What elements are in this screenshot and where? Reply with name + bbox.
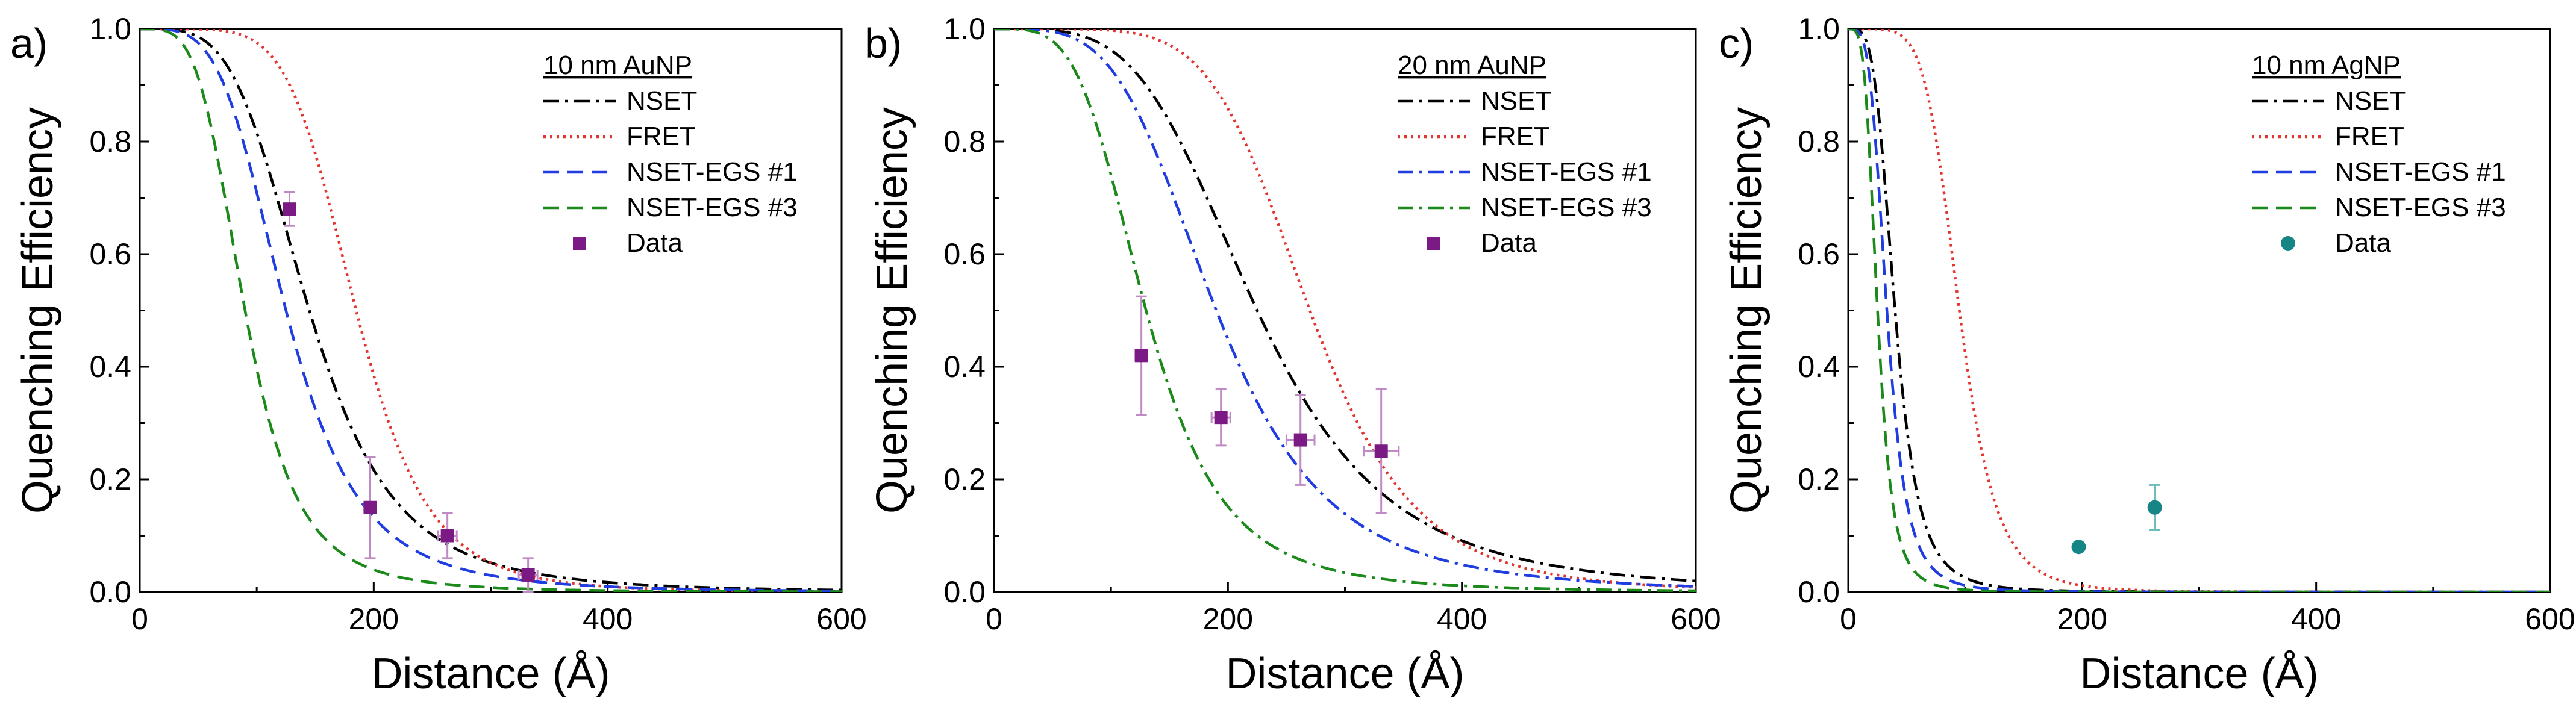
legend-swatch — [2281, 236, 2295, 251]
curves — [994, 29, 1696, 592]
legend-title: 10 nm AuNP — [543, 51, 692, 80]
legend-label: Data — [627, 228, 683, 258]
y-tick-label: 0.2 — [1798, 462, 1840, 496]
x-tick-label: 600 — [2525, 602, 2575, 636]
y-tick-label: 0.0 — [89, 575, 131, 609]
legend-swatch — [573, 237, 586, 250]
curves — [1848, 29, 2550, 592]
x-tick-label: 200 — [2057, 602, 2107, 636]
data-point — [2147, 500, 2162, 515]
data-point — [1214, 411, 1228, 425]
y-axis-title: Quenching Efficiency — [14, 107, 62, 514]
curve-nset-egs-1 — [994, 29, 1696, 588]
x-tick-label: 400 — [1437, 602, 1487, 636]
y-tick-label: 1.0 — [1798, 12, 1840, 46]
data-point — [1374, 444, 1388, 458]
legend-label: NSET — [1481, 86, 1551, 116]
y-tick-label: 0.2 — [943, 462, 986, 496]
x-tick-label: 200 — [349, 602, 399, 636]
legend-label: NSET-EGS #1 — [2335, 157, 2506, 187]
y-tick-label: 0.2 — [89, 462, 131, 496]
curve-nset-egs-1 — [140, 29, 842, 592]
data-point — [1293, 433, 1307, 447]
y-tick-label: 0.6 — [1798, 237, 1840, 271]
data-point — [521, 568, 535, 582]
legend-label: FRET — [627, 122, 696, 151]
legend-label: NSET-EGS #3 — [1481, 193, 1652, 222]
curve-fret — [1848, 29, 2550, 592]
y-tick-label: 0.4 — [1798, 350, 1840, 384]
y-tick-label: 0.0 — [943, 575, 986, 609]
legend-label: Data — [2335, 228, 2391, 258]
chart-panel-3: c) 0 200 400 600 0.0 0.2 0.4 0.6 0.8 1.0 Distance (… — [1719, 12, 2575, 698]
panel-label: b) — [864, 20, 902, 67]
x-tick-label: 400 — [583, 602, 633, 636]
curve-nset — [994, 29, 1696, 583]
y-tick-label: 0.8 — [1798, 125, 1840, 158]
curve-fret — [994, 29, 1696, 589]
data-point — [283, 202, 296, 216]
legend-label: FRET — [1481, 122, 1550, 151]
legend-label: NSET — [2335, 86, 2406, 116]
y-tick-label: 0.6 — [943, 237, 986, 271]
plot-frame — [993, 28, 1697, 593]
plot-frame — [1847, 28, 2551, 593]
chart-panel-1: a) 0 200 400 600 0.0 0.2 0.4 0.6 0.8 1.0 Distance (… — [10, 12, 867, 698]
x-axis-title: Distance (Å) — [2080, 650, 2318, 698]
curve-nset-egs-3 — [994, 29, 1696, 592]
y-tick-label: 0.6 — [89, 237, 131, 271]
y-tick-label: 1.0 — [943, 12, 986, 46]
legend-label: NSET-EGS #1 — [627, 157, 798, 187]
y-tick-label: 1.0 — [89, 12, 131, 46]
curve-nset-egs-3 — [1848, 29, 2550, 592]
y-axis-title: Quenching Efficiency — [1722, 107, 1771, 514]
x-tick-label: 600 — [1671, 602, 1721, 636]
data-point — [440, 529, 454, 543]
data-point — [2071, 540, 2086, 555]
curve-nset-egs-1 — [1848, 29, 2550, 592]
panel-label: a) — [10, 20, 48, 67]
x-axis-title: Distance (Å) — [1225, 650, 1464, 698]
y-tick-label: 0.0 — [1798, 575, 1840, 609]
y-tick-label: 0.8 — [89, 125, 131, 158]
x-tick-label: 0 — [131, 602, 148, 636]
legend-label: FRET — [2335, 122, 2404, 151]
curve-nset-egs-3 — [140, 29, 842, 592]
x-tick-label: 0 — [986, 602, 1002, 636]
x-tick-label: 200 — [1203, 602, 1253, 636]
legend-label: Data — [1481, 228, 1537, 258]
y-tick-label: 0.4 — [943, 350, 986, 384]
chart-panel-2: b) 0 200 400 600 0.0 0.2 0.4 0.6 0.8 1.0 Distance (… — [864, 12, 1721, 698]
x-tick-label: 0 — [1840, 602, 1857, 636]
legend-label: NSET-EGS #3 — [2335, 193, 2506, 222]
data-point — [363, 500, 377, 514]
legend-title: 20 nm AuNP — [1398, 51, 1546, 80]
curve-nset — [1848, 29, 2550, 592]
legend-swatch — [1427, 237, 1440, 250]
legend-label: NSET-EGS #1 — [1481, 157, 1652, 187]
legend-label: NSET-EGS #3 — [627, 193, 798, 222]
y-tick-label: 0.8 — [943, 125, 986, 158]
x-tick-label: 600 — [816, 602, 866, 636]
data-point — [1134, 349, 1148, 363]
legend-title: 10 nm AgNP — [2252, 51, 2401, 80]
y-tick-label: 0.4 — [89, 350, 131, 384]
x-axis-title: Distance (Å) — [371, 650, 610, 698]
panel-label: c) — [1719, 20, 1754, 67]
x-tick-label: 400 — [2291, 602, 2341, 636]
curves — [140, 29, 842, 592]
y-axis-title: Quenching Efficiency — [868, 107, 916, 514]
legend-label: NSET — [627, 86, 697, 116]
